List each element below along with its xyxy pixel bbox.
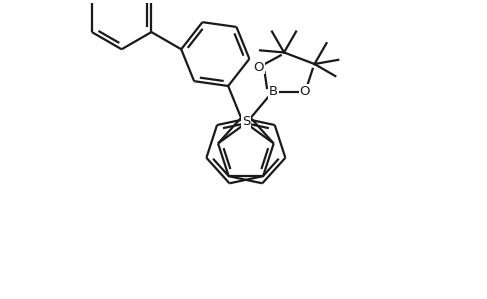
Text: B: B: [268, 85, 278, 98]
Text: O: O: [299, 85, 310, 98]
Text: O: O: [253, 61, 264, 74]
Text: S: S: [242, 115, 250, 128]
